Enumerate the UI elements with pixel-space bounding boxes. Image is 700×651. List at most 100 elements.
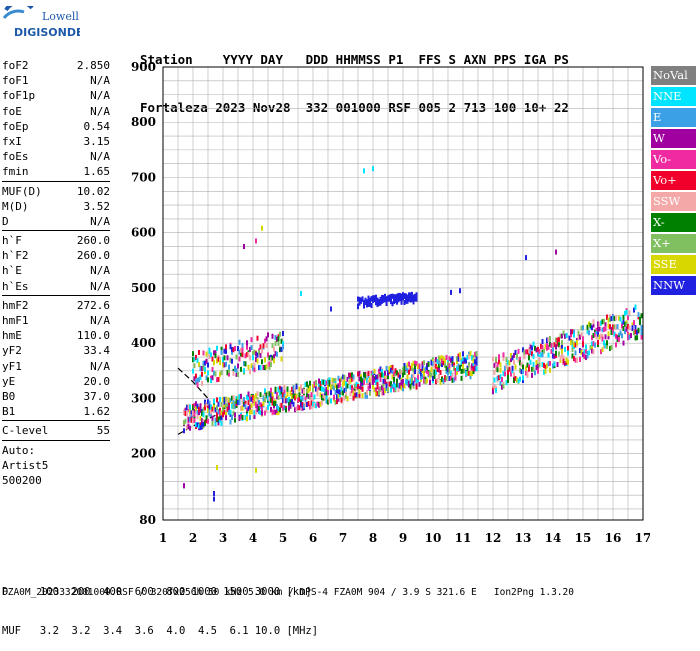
echo-point	[549, 335, 551, 341]
y-tick-label: 800	[131, 115, 156, 129]
echo-point	[412, 372, 415, 378]
echo-point	[249, 409, 251, 415]
echo-point	[336, 398, 338, 404]
echo-point	[220, 346, 223, 352]
echo-point	[441, 358, 443, 364]
echo-point	[448, 356, 451, 362]
echo-point	[601, 336, 604, 342]
echo-point	[369, 377, 371, 383]
param-value: 1.65	[83, 165, 111, 179]
param-row-b1: B1 1.62	[2, 404, 110, 419]
echo-point	[238, 339, 241, 345]
echo-point	[507, 360, 509, 366]
x-tick-label: 1	[159, 531, 167, 545]
echo-point	[229, 344, 232, 350]
echo-point	[592, 332, 595, 338]
echo-point	[228, 367, 230, 373]
echo-point	[220, 349, 223, 355]
echo-point	[223, 399, 226, 405]
echo-point	[451, 359, 454, 365]
echo-point	[348, 376, 350, 382]
echo-point	[204, 402, 206, 408]
echo-point	[265, 406, 268, 412]
echo-point	[496, 367, 499, 373]
param-separator	[2, 294, 110, 296]
echo-point	[309, 380, 311, 386]
echo-point	[244, 400, 247, 406]
echo-point	[592, 341, 595, 347]
echo-point	[282, 405, 284, 411]
echo-point	[292, 401, 295, 407]
echo-point	[624, 310, 626, 316]
echo-point	[334, 383, 337, 389]
echo-point	[279, 403, 281, 409]
echo-point	[495, 356, 497, 362]
echo-point	[363, 303, 365, 309]
echo-point	[597, 331, 599, 337]
echo-point-isolated	[261, 225, 263, 231]
echo-point	[337, 375, 340, 381]
echo-point	[348, 379, 350, 385]
echo-point	[442, 378, 445, 384]
echo-point	[574, 342, 577, 348]
echo-point	[267, 352, 269, 358]
echo-point	[561, 348, 563, 354]
echo-point	[253, 367, 256, 373]
echo-point	[282, 398, 284, 404]
echo-point	[501, 384, 503, 390]
echo-point	[415, 377, 418, 383]
echo-point	[499, 362, 502, 368]
echo-point	[196, 358, 199, 364]
echo-point	[283, 384, 286, 390]
echo-point	[421, 365, 424, 371]
echo-point	[418, 381, 421, 387]
echo-point	[271, 396, 274, 402]
echo-point	[576, 357, 578, 363]
echo-point	[454, 375, 457, 381]
echo-point	[217, 376, 220, 382]
echo-point	[208, 353, 211, 359]
echo-point	[546, 345, 548, 351]
echo-point	[370, 378, 373, 384]
echo-point	[375, 389, 377, 395]
polarization-legend: NoVal NNE E W Vo- Vo+ SSW X- X+ SSE NNW	[651, 66, 696, 297]
param-separator	[2, 230, 110, 232]
echo-point	[328, 398, 331, 404]
y-tick-label: 600	[131, 226, 156, 240]
echo-point	[555, 337, 557, 343]
echo-point	[520, 361, 523, 367]
echo-point	[423, 368, 425, 374]
echo-point	[274, 334, 277, 340]
echo-point	[282, 330, 284, 336]
echo-point	[199, 403, 202, 409]
echo-point	[189, 413, 191, 419]
echo-point	[333, 394, 335, 400]
echo-point	[330, 384, 332, 390]
echo-point	[228, 364, 230, 370]
echo-point	[522, 378, 524, 384]
echo-point	[558, 351, 560, 357]
echo-point	[258, 408, 260, 414]
echo-point	[232, 400, 235, 406]
echo-point	[412, 383, 415, 389]
echo-point	[355, 392, 358, 398]
echo-point	[433, 369, 436, 375]
echo-point	[528, 364, 530, 370]
echo-point	[288, 401, 290, 407]
echo-point	[445, 375, 448, 381]
echo-point	[540, 352, 542, 358]
echo-point	[381, 390, 383, 396]
echo-point	[286, 386, 289, 392]
echo-point	[618, 315, 620, 321]
echo-point	[405, 293, 407, 299]
echo-point	[231, 414, 233, 420]
echo-point	[420, 371, 422, 377]
echo-point	[282, 341, 284, 347]
echo-point	[577, 330, 580, 336]
echo-point	[360, 376, 362, 382]
legend-item-noval: NoVal	[651, 66, 696, 85]
echo-point	[415, 384, 418, 390]
echo-point	[471, 355, 473, 361]
param-value: 33.4	[83, 344, 111, 358]
echo-point	[592, 319, 595, 325]
